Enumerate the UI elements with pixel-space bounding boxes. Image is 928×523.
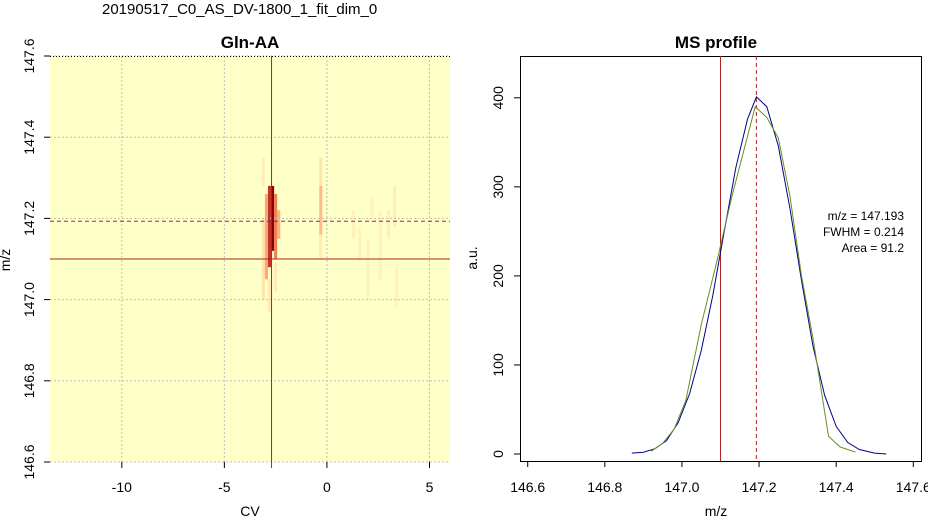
heatmap-title: Gln-AA xyxy=(221,33,280,52)
ms-profile-y-tick-label: 300 xyxy=(490,175,506,199)
heatmap-cell xyxy=(319,185,323,235)
ms-profile-y-tick-label: 200 xyxy=(490,264,506,288)
heatmap-cell xyxy=(370,198,374,219)
ms-profile-y-ticks: 0 100 200 300 400 xyxy=(490,86,520,458)
heatmap-panel: -10 -5 0 5 146.6 146.8 147.0 147.2 147.4 147.6 G… xyxy=(0,33,450,519)
ms-profile-x-ticks: 146.6 146.8 147.0 147.2 147.4 147.6 xyxy=(510,461,928,495)
heatmap-cell xyxy=(378,210,382,280)
heatmap-cell xyxy=(393,185,397,227)
heatmap-cell xyxy=(264,194,268,280)
ms-profile-x-tick-label: 147.2 xyxy=(742,479,777,495)
heatmap-cell xyxy=(271,185,275,251)
ms-profile-x-tick-label: 146.8 xyxy=(587,479,622,495)
heatmap-grid xyxy=(50,55,450,463)
heatmap-x-tick-label: 5 xyxy=(426,479,434,495)
heatmap-y-tick-label: 147.0 xyxy=(21,282,37,317)
heatmap-cell xyxy=(366,238,370,300)
ms-profile-x-tick-label: 147.4 xyxy=(819,479,854,495)
heatmap-y-label: m/z xyxy=(0,249,13,272)
ms-profile-x-tick-label: 146.6 xyxy=(510,479,545,495)
annotation-mz: m/z = 147.193 xyxy=(828,209,905,223)
ms-profile-title: MS profile xyxy=(675,33,757,52)
ms-profile-panel: 146.6 146.8 147.0 147.2 147.4 147.6 0 100 200 30… xyxy=(464,33,928,519)
heatmap-cell xyxy=(274,263,278,292)
heatmap-cell xyxy=(319,234,323,259)
heatmap-y-tick-label: 146.8 xyxy=(21,363,37,398)
heatmap-cell xyxy=(352,210,356,239)
heatmap-x-tick-label: 0 xyxy=(323,479,331,495)
heatmap-cell xyxy=(277,210,281,239)
ms-profile-y-tick-label: 100 xyxy=(490,353,506,377)
ms-profile-raw-curve xyxy=(650,105,856,453)
heatmap-cell xyxy=(261,157,265,186)
heatmap-x-tick-label: -10 xyxy=(112,479,132,495)
heatmap-cell xyxy=(358,226,362,259)
heatmap-cell xyxy=(395,267,399,308)
ms-profile-x-label: m/z xyxy=(705,503,728,519)
ms-profile-x-tick-label: 147.6 xyxy=(896,479,928,495)
heatmap-cell xyxy=(267,185,272,268)
ms-profile-y-tick-label: 400 xyxy=(490,86,506,110)
heatmap-y-ticks: 146.6 146.8 147.0 147.2 147.4 147.6 xyxy=(21,38,50,480)
heatmap-y-tick-label: 147.2 xyxy=(21,201,37,236)
heatmap-cell xyxy=(274,194,278,259)
heatmap-x-label: CV xyxy=(240,503,260,519)
ms-profile-x-tick-label: 147.0 xyxy=(664,479,699,495)
figure-title: 20190517_C0_AS_DV-1800_1_fit_dim_0 xyxy=(102,1,378,18)
ms-profile-y-label: a.u. xyxy=(464,246,480,269)
heatmap-y-tick-label: 147.6 xyxy=(21,38,37,73)
heatmap-x-ticks: -10 -5 0 5 xyxy=(112,462,434,495)
heatmap-y-tick-label: 146.6 xyxy=(21,444,37,479)
ms-profile-series xyxy=(631,96,887,455)
heatmap-cell xyxy=(267,279,272,312)
heatmap-cell xyxy=(386,210,390,239)
annotation-area: Area = 91.2 xyxy=(842,241,905,255)
ms-profile-reference-lines xyxy=(720,56,757,461)
heatmap-x-tick-label: -5 xyxy=(218,479,231,495)
heatmap-reference-lines xyxy=(50,56,450,468)
heatmap-y-tick-label: 147.4 xyxy=(21,119,37,154)
annotation-fwhm: FWHM = 0.214 xyxy=(823,225,904,239)
heatmap-cell xyxy=(319,157,323,186)
ms-profile-y-tick-label: 0 xyxy=(490,450,506,458)
